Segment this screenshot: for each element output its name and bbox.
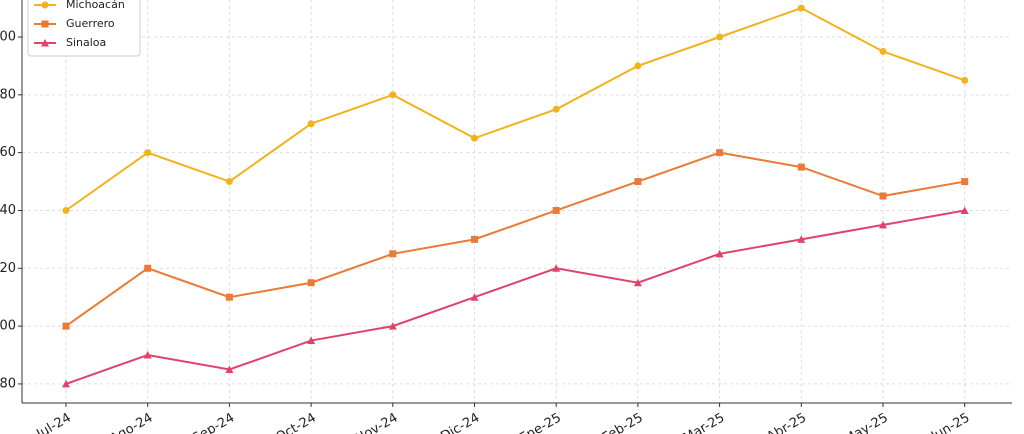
series-line bbox=[65, 7, 966, 212]
marker bbox=[62, 379, 70, 388]
legend-label: Sinaloa bbox=[66, 36, 106, 49]
marker bbox=[716, 149, 724, 157]
marker bbox=[552, 264, 561, 272]
legend-label: Guerrero bbox=[66, 17, 115, 30]
marker bbox=[961, 178, 969, 186]
x-tick-label: Oct-24 bbox=[273, 411, 318, 434]
marker bbox=[552, 206, 560, 214]
marker bbox=[961, 76, 969, 84]
y-tick-label: 100 bbox=[0, 319, 16, 334]
marker bbox=[144, 149, 152, 157]
y-tick-label: 160 bbox=[0, 145, 16, 160]
legend-box bbox=[27, 0, 141, 57]
marker bbox=[307, 120, 315, 128]
marker bbox=[41, 39, 49, 47]
x-tick-label: Feb-25 bbox=[600, 411, 646, 434]
marker bbox=[143, 351, 152, 359]
marker bbox=[552, 105, 560, 113]
x-tick-label: Nov-24 bbox=[353, 411, 401, 434]
marker bbox=[225, 293, 233, 301]
y-tick-label: 200 bbox=[0, 30, 16, 45]
marker bbox=[307, 279, 315, 287]
marker bbox=[41, 20, 49, 28]
x-tick-label: Ago-24 bbox=[108, 411, 156, 434]
marker bbox=[389, 91, 397, 99]
series-line bbox=[65, 209, 965, 385]
y-tick-label: 80 bbox=[0, 376, 16, 391]
marker bbox=[307, 336, 316, 345]
x-tick-label: Mar-25 bbox=[681, 411, 727, 434]
marker bbox=[633, 278, 642, 287]
x-tick-label: May-25 bbox=[842, 411, 891, 434]
marker bbox=[879, 47, 887, 55]
marker bbox=[797, 235, 806, 243]
marker bbox=[225, 178, 233, 186]
marker bbox=[388, 322, 397, 330]
marker bbox=[41, 1, 49, 9]
marker bbox=[960, 206, 969, 214]
marker bbox=[144, 264, 152, 272]
marker bbox=[715, 249, 724, 258]
marker bbox=[879, 192, 887, 200]
x-tick-label: Jul-24 bbox=[33, 411, 73, 434]
series-line bbox=[65, 151, 965, 327]
y-tick-label: 140 bbox=[0, 203, 16, 218]
x-tick-label: Dic-24 bbox=[438, 411, 482, 434]
y-tick-label: 120 bbox=[0, 261, 16, 276]
marker bbox=[470, 293, 479, 301]
marker bbox=[634, 62, 642, 70]
x-tick-label: Sep-24 bbox=[190, 411, 237, 434]
marker bbox=[471, 235, 478, 243]
marker bbox=[471, 134, 478, 142]
marker bbox=[62, 206, 70, 214]
marker bbox=[797, 163, 805, 171]
marker bbox=[389, 250, 397, 258]
marker bbox=[879, 220, 887, 229]
marker bbox=[716, 33, 724, 41]
marker bbox=[797, 4, 805, 12]
marker bbox=[225, 365, 234, 373]
x-tick-label: Ene-25 bbox=[517, 411, 564, 434]
marker bbox=[62, 322, 70, 330]
marker bbox=[634, 178, 642, 186]
x-tick-label: Abr-25 bbox=[764, 411, 809, 434]
x-tick-label: Jun-25 bbox=[928, 411, 972, 434]
legend-label: Michoacán bbox=[66, 0, 125, 11]
y-tick-label: 180 bbox=[0, 87, 16, 102]
legend: Michoacán Guerrero Sinaloa bbox=[27, 0, 141, 57]
